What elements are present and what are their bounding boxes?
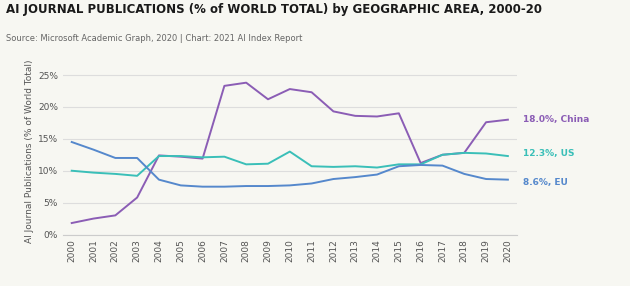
Text: 8.6%, EU: 8.6%, EU: [523, 178, 568, 187]
Text: AI JOURNAL PUBLICATIONS (% of WORLD TOTAL) by GEOGRAPHIC AREA, 2000-20: AI JOURNAL PUBLICATIONS (% of WORLD TOTA…: [6, 3, 542, 16]
Text: 18.0%, China: 18.0%, China: [523, 115, 589, 124]
Text: 12.3%, US: 12.3%, US: [523, 149, 575, 158]
Y-axis label: AI Journal Publications (% of World Total): AI Journal Publications (% of World Tota…: [25, 60, 34, 243]
Text: Source: Microsoft Academic Graph, 2020 | Chart: 2021 AI Index Report: Source: Microsoft Academic Graph, 2020 |…: [6, 34, 302, 43]
